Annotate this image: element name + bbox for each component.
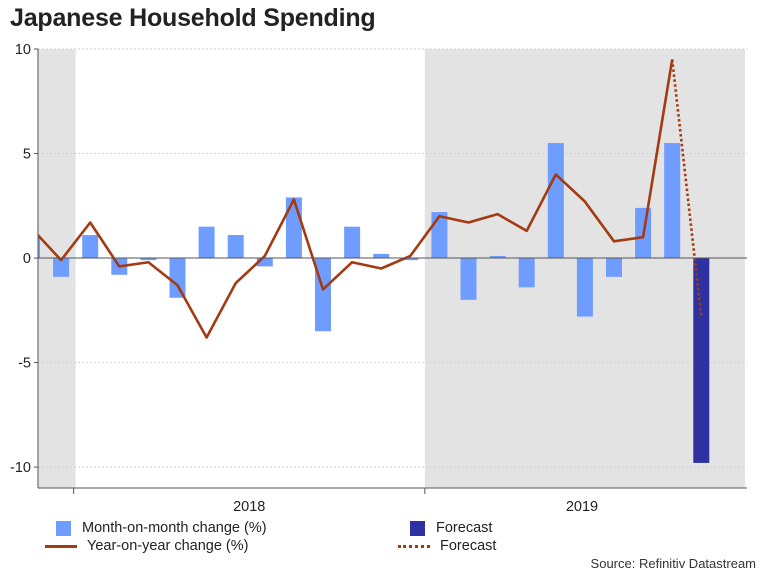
bar-mom-2018-05 — [198, 226, 215, 259]
bar-mom-2018-06 — [227, 235, 244, 259]
line-forecast — [670, 59, 703, 317]
bar-mom-2019-07 — [606, 258, 622, 277]
bar-mom-2018-10 — [344, 226, 361, 259]
legend-swatch-yoy — [45, 544, 77, 548]
chart-title: Japanese Household Spending — [10, 4, 376, 32]
legend-item-mom: Month-on-month change (%) — [56, 520, 267, 536]
bar-mom-2018-03 — [140, 258, 157, 261]
legend-item-forecast-bar: Forecast — [410, 520, 492, 536]
bar-mom-2018-12 — [402, 258, 419, 261]
source-note: Source: Refinitiv Datastream — [590, 556, 756, 571]
legend-swatch-forecast-bar — [410, 520, 425, 536]
bar-mom-2018-08 — [285, 197, 302, 259]
x-label-2018: 2018 — [233, 499, 265, 515]
bar-mom-2019-02 — [460, 258, 477, 300]
bar-mom-2017-12 — [53, 258, 70, 277]
bar-mom-2019-04 — [518, 258, 535, 288]
bar-mom-2019-06 — [576, 258, 593, 317]
bar-mom-2017-11 — [38, 237, 40, 259]
bar-mom-2019-03 — [489, 255, 506, 259]
y-tick-label: 5 — [23, 147, 31, 163]
bar-mom-2019-05 — [547, 143, 564, 259]
y-tick-label: -10 — [10, 460, 31, 476]
bar-mom-2018-11 — [373, 253, 390, 259]
legend-label-yoy: Year-on-year change (%) — [87, 538, 249, 554]
bar-forecast-2019-10 — [693, 258, 710, 463]
x-label-2019: 2019 — [566, 499, 598, 515]
bar-mom-2019-09 — [664, 143, 681, 259]
legend-item-yoy: Year-on-year change (%) — [45, 538, 248, 554]
bar-mom-2018-07 — [256, 258, 273, 267]
legend-label-forecast-bar: Forecast — [436, 520, 493, 536]
legend-swatch-forecast-line — [398, 544, 430, 548]
y-tick-label: -5 — [18, 356, 31, 372]
bar-mom-2019-01 — [431, 212, 448, 259]
y-tick-label: 0 — [23, 251, 31, 267]
legend-swatch-mom — [56, 520, 71, 536]
y-tick-label: 10 — [15, 42, 31, 58]
line-yoy — [38, 59, 674, 339]
legend-item-forecast-line: Forecast — [398, 538, 496, 554]
bar-mom-2018-01 — [82, 235, 99, 259]
legend-label-forecast-line: Forecast — [440, 538, 497, 554]
legend-label-mom: Month-on-month change (%) — [82, 520, 267, 536]
bar-mom-2018-04 — [169, 258, 186, 298]
